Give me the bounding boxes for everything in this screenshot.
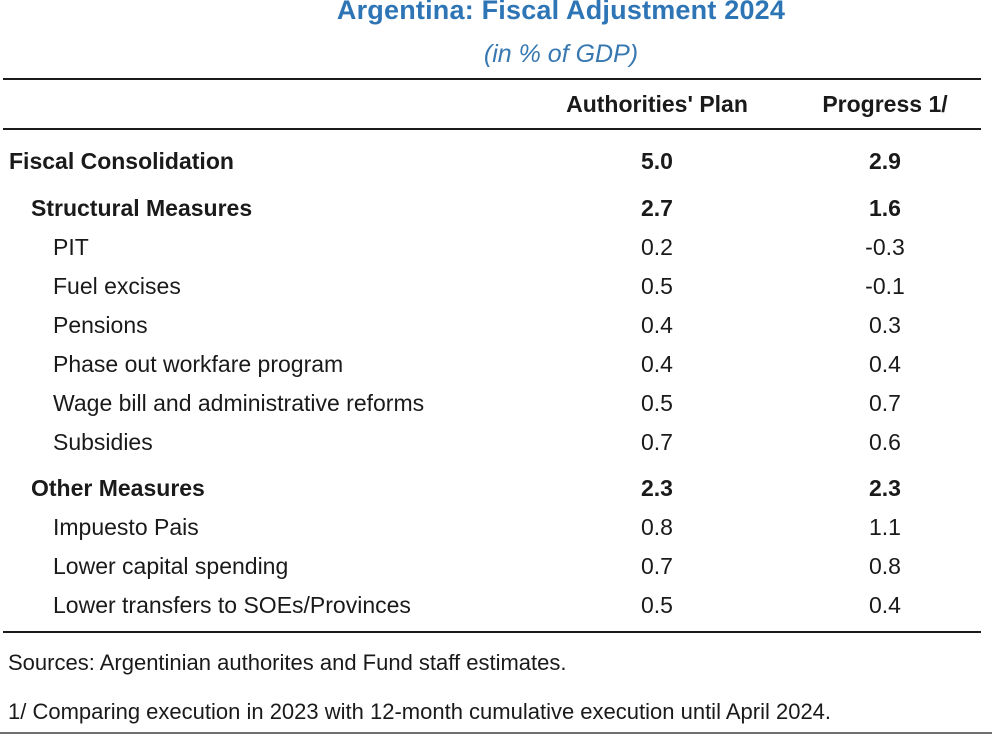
row-label: Impuesto Pais xyxy=(53,514,199,540)
table-row: Structural Measures 2.7 1.6 xyxy=(3,189,981,228)
row-label: Structural Measures xyxy=(31,194,253,221)
table-row: Phase out workfare program 0.4 0.4 xyxy=(3,345,981,384)
progress-value: 1.1 xyxy=(869,514,901,540)
table-row: Wage bill and administrative reforms 0.5 0… xyxy=(3,384,981,423)
progress-value: 1.6 xyxy=(869,194,901,221)
authorities-plan-value: 0.5 xyxy=(641,389,673,416)
progress-value: 0.4 xyxy=(869,592,901,618)
table-body: Fiscal Consolidation 5.0 2.9 Structural Mea… xyxy=(3,130,981,631)
table-row: Other Measures 2.3 2.3 xyxy=(3,469,981,508)
sources-note: Sources: Argentinian authorites and Fund… xyxy=(8,650,567,675)
row-label: Subsidies xyxy=(53,428,153,455)
authorities-plan-value: 0.5 xyxy=(641,272,673,299)
authorities-plan-value: 0.7 xyxy=(641,428,673,455)
authorities-plan-value: 0.2 xyxy=(641,233,673,260)
table-header-row: Authorities' Plan Progress 1/ xyxy=(3,80,981,130)
column-header-progress: Progress 1/ xyxy=(822,91,948,117)
authorities-plan-value: 2.7 xyxy=(641,194,673,221)
bottom-divider xyxy=(0,732,992,734)
row-label: PIT xyxy=(53,233,89,260)
figure-header: Argentina: Fiscal Adjustment 2024 (in % … xyxy=(0,0,992,78)
authorities-plan-value: 2.3 xyxy=(641,475,673,501)
table-row: PIT 0.2 -0.3 xyxy=(3,228,981,267)
row-label: Wage bill and administrative reforms xyxy=(53,389,425,416)
table-row: Impuesto Pais 0.8 1.1 xyxy=(3,508,981,547)
progress-value: 2.3 xyxy=(869,475,901,501)
table-row: Fuel excises 0.5 -0.1 xyxy=(3,267,981,306)
progress-value: 0.8 xyxy=(869,553,901,579)
table-row: Fiscal Consolidation 5.0 2.9 xyxy=(3,142,981,181)
authorities-plan-value: 0.4 xyxy=(641,350,673,377)
progress-value: -0.1 xyxy=(865,272,905,299)
row-label-header-spacer xyxy=(3,80,525,128)
row-label: Other Measures xyxy=(31,475,205,501)
row-label: Fuel excises xyxy=(53,272,181,299)
authorities-plan-value: 0.5 xyxy=(641,592,673,618)
table-row: Lower capital spending 0.7 0.8 xyxy=(3,547,981,586)
column-header-authorities-plan: Authorities' Plan xyxy=(566,91,748,117)
row-label: Lower capital spending xyxy=(53,553,289,579)
row-label: Lower transfers to SOEs/Provinces xyxy=(53,592,411,618)
figure-footer: Sources: Argentinian authorites and Fund… xyxy=(0,649,992,725)
authorities-plan-value: 0.7 xyxy=(641,553,673,579)
table-row: Lower transfers to SOEs/Provinces 0.5 0.4 xyxy=(3,586,981,625)
progress-value: 0.3 xyxy=(869,311,901,338)
fiscal-adjustment-table: Authorities' Plan Progress 1/ Fiscal Con… xyxy=(3,78,981,633)
row-label: Phase out workfare program xyxy=(53,350,344,377)
authorities-plan-value: 0.4 xyxy=(641,311,673,338)
progress-value: -0.3 xyxy=(865,233,905,260)
authorities-plan-value: 0.8 xyxy=(641,514,673,540)
progress-value: 0.4 xyxy=(869,350,901,377)
authorities-plan-value: 5.0 xyxy=(641,148,673,174)
row-label: Fiscal Consolidation xyxy=(9,148,234,174)
footnote-1: 1/ Comparing execution in 2023 with 12-m… xyxy=(8,699,832,724)
table-row: Pensions 0.4 0.3 xyxy=(3,306,981,345)
table-row: Subsidies 0.7 0.6 xyxy=(3,423,981,462)
figure-title: Argentina: Fiscal Adjustment 2024 xyxy=(336,0,786,25)
progress-value: 0.7 xyxy=(869,389,901,416)
progress-value: 2.9 xyxy=(869,148,901,174)
progress-value: 0.6 xyxy=(869,428,901,455)
row-label: Pensions xyxy=(53,311,148,338)
figure-subtitle: (in % of GDP) xyxy=(483,40,639,68)
